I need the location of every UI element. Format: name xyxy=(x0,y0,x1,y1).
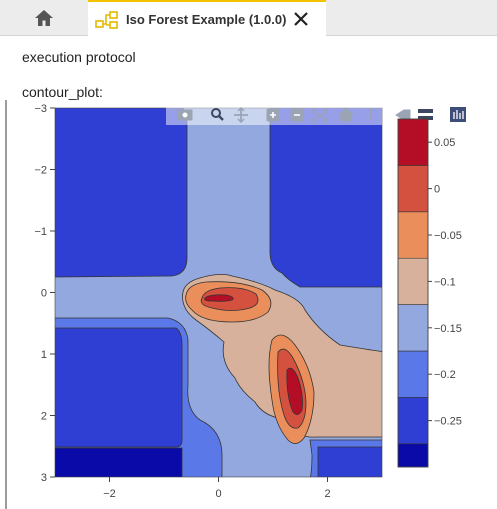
zoom-icon[interactable] xyxy=(211,108,224,121)
x-tick-label: 2 xyxy=(324,488,330,500)
colorbar-tick-label: 0 xyxy=(434,184,440,196)
reset-axes-icon[interactable] xyxy=(337,107,355,122)
zoom-in-icon[interactable] xyxy=(266,108,280,122)
contour-region-topleft-dark xyxy=(55,108,188,278)
y-tick-label: 3 xyxy=(41,472,47,484)
camera-icon[interactable] xyxy=(177,109,193,121)
colorbar: 0.05 0 −0.05 −0.1 −0.15 −0.2 −0.25 xyxy=(397,118,462,468)
tab-iso-forest-example[interactable]: Iso Forest Example (1.0.0) xyxy=(88,0,326,37)
y-tick-label: −3 xyxy=(34,103,47,115)
zoom-out-icon[interactable] xyxy=(290,108,304,122)
home-tab[interactable] xyxy=(0,0,88,36)
execution-protocol-heading: execution protocol xyxy=(22,49,136,65)
workflow-icon xyxy=(95,10,118,29)
x-tick-label: 0 xyxy=(215,488,221,500)
colorbar-tick-label: −0.25 xyxy=(434,416,462,428)
tab-bar: Iso Forest Example (1.0.0) xyxy=(0,0,497,37)
show-closest-icon[interactable] xyxy=(418,109,433,120)
contour-region-bottomleft-darkest xyxy=(55,447,183,477)
y-tick-label: 1 xyxy=(41,349,47,361)
modebar-icons xyxy=(177,106,466,124)
colorbar-band-0 xyxy=(397,443,429,468)
colorbar-tick-label: 0.05 xyxy=(434,137,455,149)
left-divider xyxy=(5,100,7,509)
contour-fills xyxy=(55,108,382,477)
y-tick-label: −1 xyxy=(34,226,47,238)
colorbar-tick-label: −0.05 xyxy=(434,230,462,242)
colorbar-band-1 xyxy=(397,397,429,445)
plotly-logo-icon[interactable] xyxy=(450,107,466,122)
y-tick-label: −2 xyxy=(34,165,47,177)
colorbar-tick-label: −0.2 xyxy=(434,369,456,381)
contour-plot[interactable]: −3 −2 −1 0 1 2 3 −2 0 2 0.05 0 −0.05 −0.1 −0.15 −0.2 −… xyxy=(0,100,497,509)
home-icon xyxy=(35,10,53,26)
y-tick-label: 2 xyxy=(41,411,47,423)
contour-plot-heading: contour_plot: xyxy=(22,84,103,100)
contour-region-lower-darkred xyxy=(286,367,303,415)
colorbar-band-5 xyxy=(397,211,429,259)
colorbar-band-3 xyxy=(397,304,429,352)
colorbar-tick-label: −0.15 xyxy=(434,323,462,335)
colorbar-tick-label: −0.1 xyxy=(434,276,456,288)
y-tick-label: 0 xyxy=(41,288,47,300)
pan-icon[interactable] xyxy=(234,106,248,124)
colorbar-band-7 xyxy=(397,118,429,166)
colorbar-band-2 xyxy=(397,350,429,398)
contour-region-center-darkred xyxy=(204,294,234,302)
colorbar-band-6 xyxy=(397,165,429,213)
spike-lines-icon[interactable] xyxy=(369,109,373,120)
contour-region-bottom-dark xyxy=(317,446,382,477)
autoscale-icon[interactable] xyxy=(312,109,328,122)
colorbar-frame xyxy=(397,118,429,468)
contour-region-bottomleft-dark xyxy=(55,327,183,448)
close-icon xyxy=(294,12,308,26)
contour-region-topright-dark xyxy=(269,108,382,288)
compare-hover-icon[interactable] xyxy=(395,109,411,121)
x-axis: −2 0 2 xyxy=(103,477,331,500)
colorbar-band-4 xyxy=(397,257,429,305)
close-tab-button[interactable] xyxy=(290,8,312,30)
y-axis: −3 −2 −1 0 1 2 3 xyxy=(34,103,55,484)
tab-title: Iso Forest Example (1.0.0) xyxy=(126,12,287,27)
x-tick-label: −2 xyxy=(103,488,116,500)
